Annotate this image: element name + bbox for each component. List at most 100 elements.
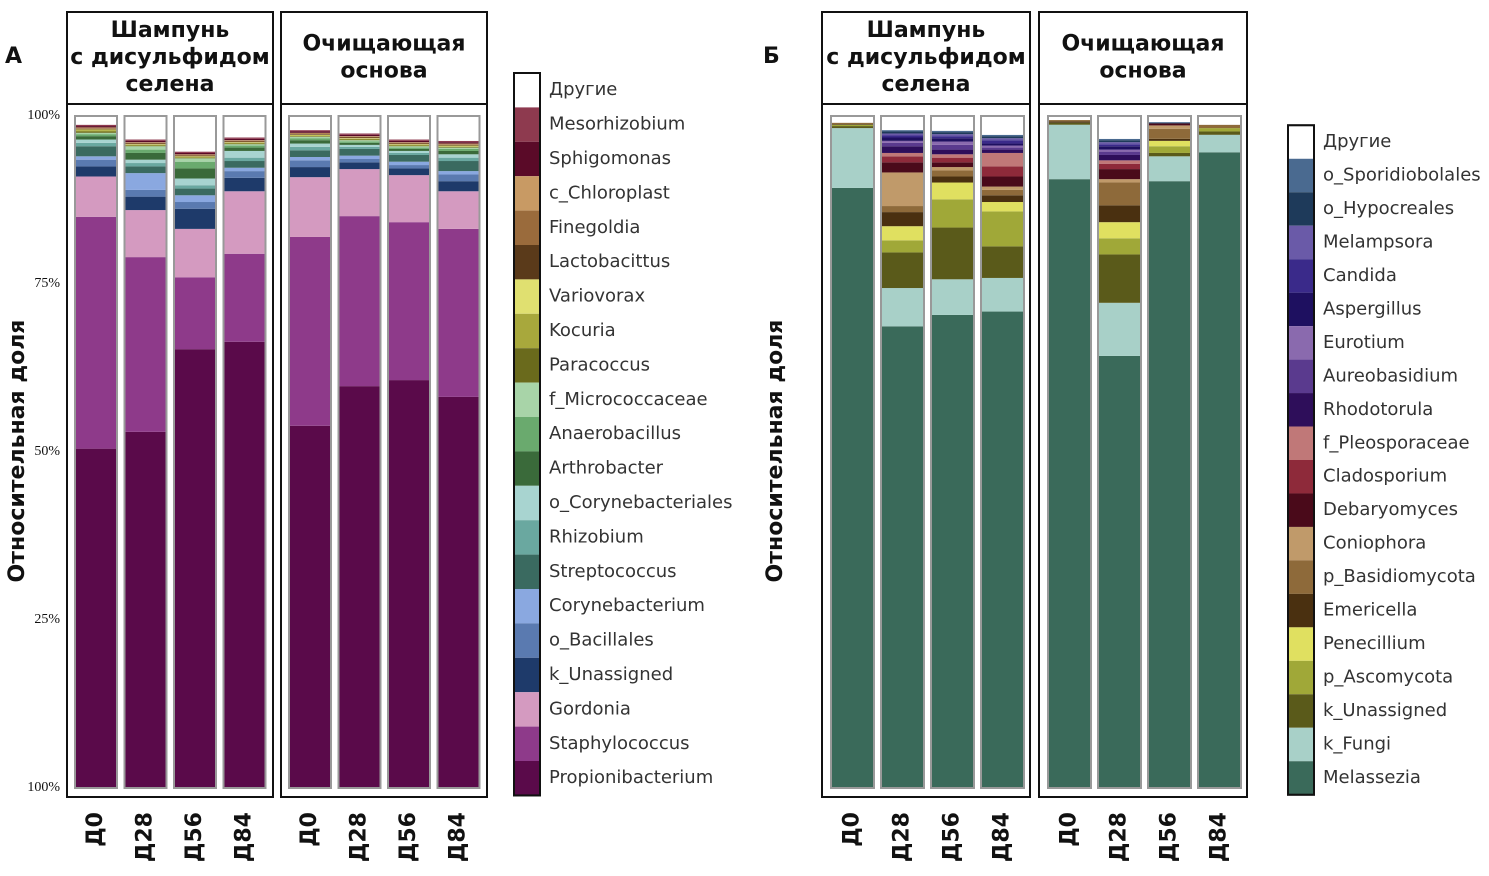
group-header-box [280, 11, 488, 105]
bar-segment [388, 144, 430, 145]
legend-label: Другие [1323, 131, 1391, 152]
bar-segment [174, 158, 216, 162]
legend-swatch [514, 279, 540, 314]
bar-segment [289, 116, 331, 131]
legend-swatch [1288, 593, 1314, 628]
bar-segment [289, 146, 331, 151]
bar-frame [1047, 115, 1092, 789]
bar-segment [223, 157, 266, 162]
bar-segment [223, 145, 266, 148]
bar-segment [1098, 151, 1141, 155]
x-tick-label: Д56 [396, 812, 421, 862]
legend-label: k_Unassigned [549, 664, 673, 685]
bar-segment [388, 380, 430, 788]
bar-segment [981, 116, 1024, 135]
legend-label: Penecillium [1323, 633, 1426, 654]
bar-segment [388, 175, 430, 223]
y-axis-label: Относительная доля [763, 320, 788, 583]
bar-frame [1097, 115, 1142, 789]
bar-segment [981, 166, 1024, 177]
bar-segment [75, 128, 117, 130]
legend-swatch [514, 73, 540, 108]
bar-segment [174, 195, 216, 203]
bar-segment [931, 149, 974, 155]
bar-segment [338, 162, 381, 170]
group-title: с дисульфидом [826, 45, 1025, 70]
bar-segment [981, 186, 1024, 190]
legend-swatch [514, 554, 540, 589]
bar-segment [931, 279, 974, 315]
bar-segment [124, 210, 167, 258]
bar-segment [289, 131, 331, 133]
bar-segment [1148, 138, 1191, 141]
bar-frame [123, 115, 168, 789]
legend-label: f_Micrococcaceae [549, 389, 708, 410]
bar-segment [1098, 182, 1141, 206]
bar-frame [830, 115, 875, 789]
legend-swatch [1288, 694, 1314, 728]
legend-label: c_Chloroplast [549, 182, 670, 203]
bar-segment [388, 139, 430, 141]
legend-swatch [1288, 359, 1314, 394]
legend-swatch [514, 520, 540, 555]
bar-segment [981, 311, 1024, 788]
legend-swatch [1288, 259, 1314, 293]
bar-segment [931, 134, 974, 137]
bar-segment [1048, 116, 1091, 121]
bar-segment [174, 161, 216, 169]
bar-segment [338, 138, 381, 139]
x-tick-label: Д0 [840, 812, 865, 847]
bar-segment [223, 171, 266, 178]
bar-segment [931, 138, 974, 142]
bar-segment [388, 142, 430, 144]
bar-segment [223, 142, 266, 144]
bar-segment [1198, 152, 1241, 789]
legend-label: o_Hypocreales [1323, 198, 1454, 219]
legend-label: f_Pleosporaceae [1323, 432, 1470, 453]
bar-segment [124, 146, 167, 150]
bar-segment [75, 126, 117, 128]
legend-swatch [514, 692, 540, 727]
bar-segment [1148, 152, 1191, 157]
bar-segment [289, 425, 331, 788]
bar-frame [74, 115, 118, 789]
group-title: Очищающая [1061, 32, 1224, 57]
legend-border [513, 72, 541, 797]
bar-segment [223, 143, 266, 145]
bar-segment [124, 145, 167, 147]
bar-segment [831, 187, 874, 789]
bar-segment [981, 143, 1024, 146]
bar-segment [174, 157, 216, 159]
bar-segment [75, 142, 117, 147]
bar-segment [289, 167, 331, 178]
legend-label: Sphigomonas [549, 148, 671, 169]
bar-segment [1198, 116, 1241, 125]
bar-segment [289, 160, 331, 168]
bar-segment [881, 137, 924, 141]
bar-segment [174, 116, 216, 152]
bar-segment [881, 133, 924, 136]
bar-segment [931, 132, 974, 135]
legend-swatch [514, 245, 540, 280]
bar-segment [174, 228, 216, 278]
bar-segment [881, 326, 924, 788]
bar-segment [124, 166, 167, 174]
bar-segment [931, 162, 974, 168]
x-tick-label: Д28 [133, 812, 158, 862]
bar-segment [931, 227, 974, 280]
legend-label: Cladosporium [1323, 466, 1447, 487]
legend-swatch [514, 451, 540, 486]
bar-segment [1048, 179, 1091, 789]
bar-segment [223, 137, 266, 139]
bar-segment [124, 152, 167, 160]
legend-swatch [1288, 727, 1314, 762]
legend-label: Propionibacterium [549, 767, 713, 788]
legend-swatch [1288, 292, 1314, 327]
legend-label: Rhodotorula [1323, 399, 1433, 420]
legend-swatch [1288, 158, 1314, 193]
bar-segment [289, 177, 331, 237]
bar-segment [437, 145, 480, 147]
bar-frame [1147, 115, 1192, 789]
group-title: Шампунь [867, 18, 986, 43]
bar-segment [174, 349, 216, 788]
